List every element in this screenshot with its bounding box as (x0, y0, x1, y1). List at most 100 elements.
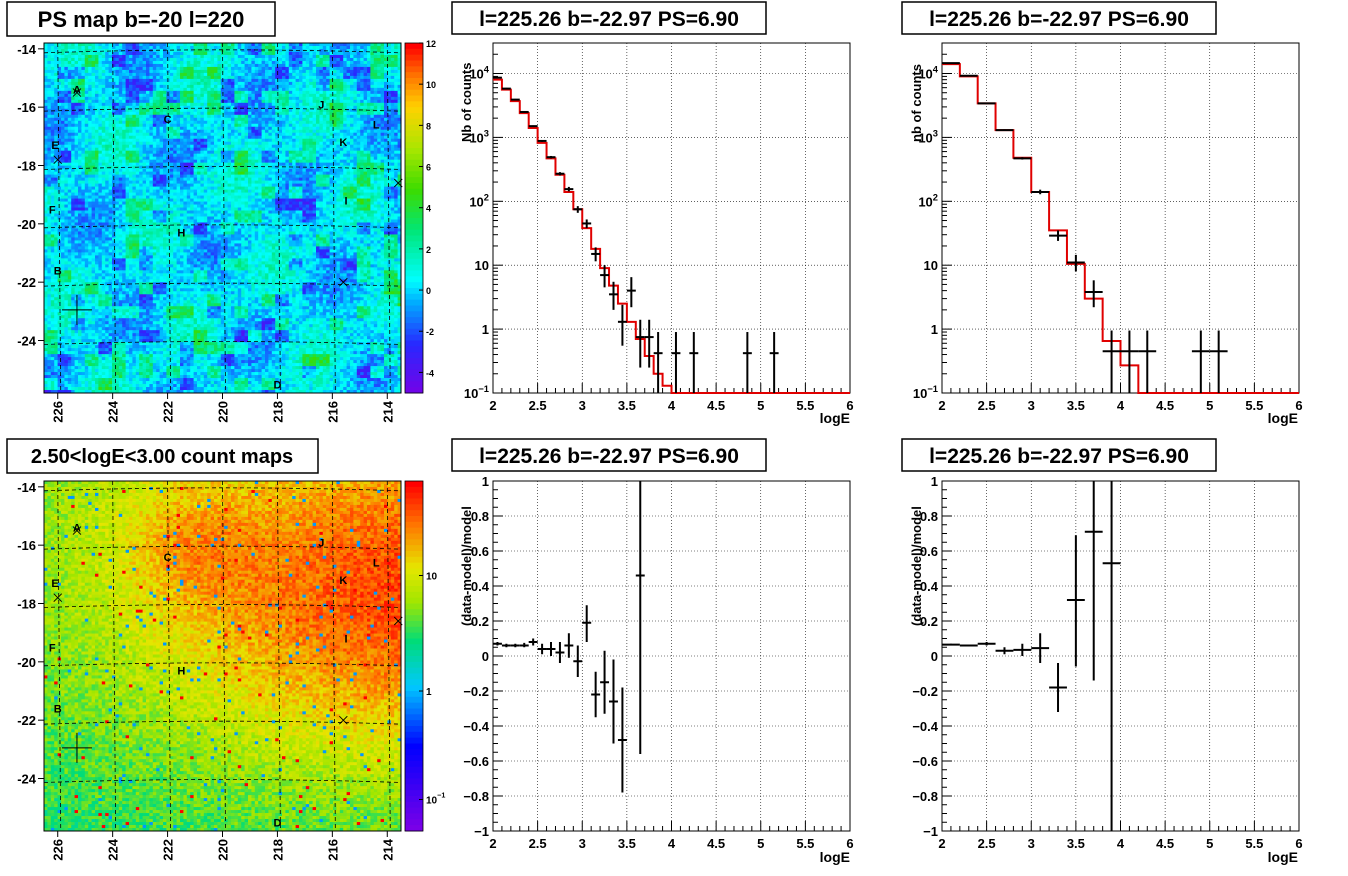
map-pixel (248, 49, 252, 52)
map-pixel (336, 58, 340, 61)
map-pixel (211, 52, 215, 55)
map-pixel (245, 85, 249, 88)
map-pixel (296, 58, 300, 61)
map-pixel (272, 70, 276, 73)
map-pixel (251, 58, 255, 61)
map-pixel (340, 49, 344, 52)
map-pixel (166, 73, 170, 76)
map-pixel (333, 70, 337, 73)
map-pixel (350, 76, 354, 79)
map-pixel (245, 58, 249, 61)
map-pixel (309, 70, 313, 73)
map-pixel (381, 55, 385, 58)
map-pixel (347, 73, 351, 76)
map-pixel (207, 55, 211, 58)
map-pixel (105, 46, 109, 49)
map-pixel (71, 46, 75, 49)
map-pixel (143, 73, 147, 76)
map-pixel (268, 58, 272, 61)
map-pixel (255, 61, 259, 64)
map-pixel (126, 43, 130, 46)
map-pixel (228, 58, 232, 61)
map-pixel (336, 79, 340, 82)
map-pixel (109, 58, 113, 61)
map-pixel (333, 55, 337, 58)
map-pixel (187, 67, 191, 70)
map-pixel (330, 46, 334, 49)
map-pixel (156, 67, 160, 70)
map-pixel (122, 52, 126, 55)
map-pixel (105, 67, 109, 70)
map-pixel (98, 73, 102, 76)
map-pixel (132, 55, 136, 58)
map-pixel (170, 67, 174, 70)
map-pixel (282, 46, 286, 49)
map-pixel (44, 64, 48, 67)
map-pixel (149, 64, 153, 67)
map-pixel (136, 70, 140, 73)
map-pixel (139, 46, 143, 49)
map-pixel (360, 64, 364, 67)
map-pixel (81, 43, 85, 46)
map-pixel (119, 67, 123, 70)
map-pixel (78, 73, 82, 76)
map-pixel (81, 70, 85, 73)
map-pixel (122, 85, 126, 88)
map-pixel (207, 43, 211, 46)
map-pixel (343, 55, 347, 58)
map-pixel (265, 82, 269, 85)
map-pixel (78, 43, 82, 46)
map-pixel (231, 58, 235, 61)
map-pixel (268, 85, 272, 88)
map-pixel (146, 58, 150, 61)
map-pixel (54, 85, 58, 88)
map-pixel (316, 52, 320, 55)
map-pixel (245, 46, 249, 49)
map-pixel (170, 79, 174, 82)
map-pixel (92, 82, 96, 85)
map-pixel (279, 49, 283, 52)
map-pixel (207, 46, 211, 49)
map-pixel (109, 88, 113, 91)
map-pixel (177, 61, 181, 64)
map-pixel (197, 76, 201, 79)
map-pixel (47, 85, 51, 88)
map-pixel (81, 46, 85, 49)
map-pixel (374, 46, 378, 49)
map-pixel (160, 58, 164, 61)
map-pixel (51, 43, 55, 46)
map-pixel (160, 73, 164, 76)
map-pixel (272, 61, 276, 64)
map-pixel (374, 85, 378, 88)
map-pixel (238, 46, 242, 49)
map-pixel (109, 52, 113, 55)
map-pixel (139, 70, 143, 73)
map-pixel (146, 88, 150, 91)
map-pixel (194, 67, 198, 70)
map-pixel (265, 43, 269, 46)
map-pixel (68, 76, 72, 79)
map-pixel (387, 55, 391, 58)
map-pixel (309, 85, 313, 88)
map-pixel (136, 46, 140, 49)
map-pixel (71, 79, 75, 82)
map-pixel (44, 55, 48, 58)
map-pixel (391, 55, 395, 58)
map-pixel (88, 43, 92, 46)
map-pixel (296, 67, 300, 70)
map-pixel (370, 73, 374, 76)
map-pixel (44, 79, 48, 82)
map-pixel (319, 46, 323, 49)
map-pixel (78, 79, 82, 82)
map-pixel (156, 43, 160, 46)
map-pixel (105, 82, 109, 85)
map-pixel (364, 52, 368, 55)
map-pixel (98, 43, 102, 46)
map-pixel (54, 58, 58, 61)
map-pixel (326, 85, 330, 88)
map-pixel (51, 64, 55, 67)
map-pixel (268, 46, 272, 49)
map-pixel (47, 55, 51, 58)
map-pixel (309, 67, 313, 70)
map-pixel (238, 52, 242, 55)
